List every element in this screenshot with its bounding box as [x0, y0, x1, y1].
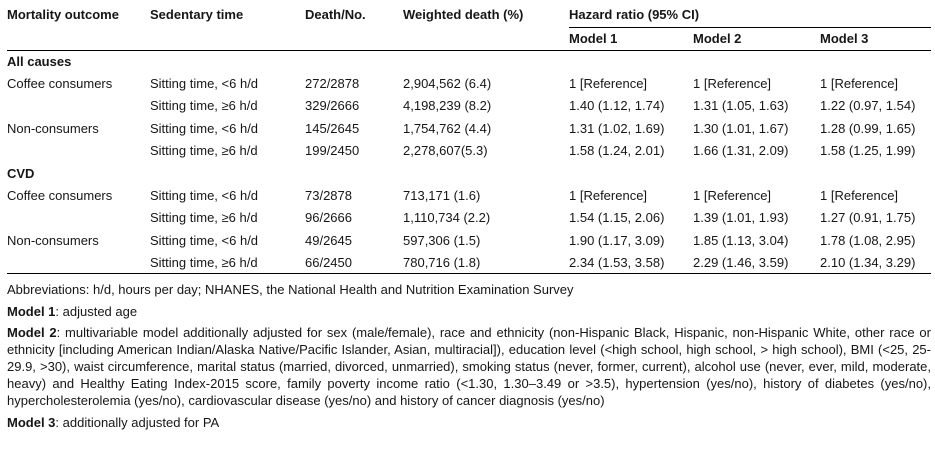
cell-model-1: 1 [Reference]	[569, 76, 648, 92]
cell-model-2: 1.66 (1.31, 2.09)	[693, 143, 789, 159]
cell-sedentary-time: Sitting time, ≥6 h/d	[150, 251, 305, 275]
cell-sedentary-time: Sitting time, <6 h/d	[150, 120, 259, 136]
cell-model-2: 1 [Reference]	[693, 188, 772, 204]
cell-model-3: 1.22 (0.97, 1.54)	[820, 98, 916, 114]
cell-model-3: 1 [Reference]	[820, 76, 899, 92]
table-body: All causes Coffee consumers Sitting time…	[7, 50, 932, 275]
cell-sedentary-time: Sitting time, ≥6 h/d	[150, 210, 258, 226]
cell-death-no: 145/2645	[305, 120, 360, 136]
footnote-label: Model 1	[7, 303, 56, 319]
cell-model-1: 1.58 (1.24, 2.01)	[569, 143, 665, 159]
table-row: Sitting time, ≥6 h/d 199/2450 2,278,607(…	[7, 140, 931, 162]
cell-model-1: 1.40 (1.12, 1.74)	[569, 98, 665, 114]
cell-model-2: 2.29 (1.46, 3.59)	[693, 251, 820, 275]
col-header-model-3: Model 3	[820, 27, 932, 51]
cell-model-1: 1.31 (1.02, 1.69)	[569, 120, 665, 136]
cell-group: Non-consumers	[7, 232, 99, 248]
col-header-model-1: Model 1	[569, 27, 693, 51]
cell-model-2: 1.85 (1.13, 3.04)	[693, 232, 789, 248]
cell-model-3: 1.78 (1.08, 2.95)	[820, 232, 916, 248]
footnote-label: Model 2	[7, 325, 57, 341]
cell-death-no: 66/2450	[305, 251, 403, 275]
cell-group	[7, 140, 150, 162]
table-row: Sitting time, ≥6 h/d 96/2666 1,110,734 (…	[7, 207, 931, 229]
cell-group	[7, 95, 150, 117]
cell-weighted-death: 780,716 (1.8)	[403, 251, 569, 275]
cell-model-2: 1.39 (1.01, 1.93)	[693, 210, 789, 226]
cell-weighted-death: 1,754,762 (4.4)	[403, 120, 492, 136]
cell-model-2: 1 [Reference]	[693, 76, 772, 92]
cell-model-3: 1 [Reference]	[820, 188, 899, 204]
table-row: Coffee consumers Sitting time, <6 h/d 73…	[7, 184, 931, 206]
hazard-ratio-table: Mortality outcome Sedentary time Death/N…	[7, 0, 932, 275]
cell-death-no: 49/2645	[305, 232, 352, 248]
cell-group	[7, 251, 150, 275]
header-row-1: Mortality outcome Sedentary time Death/N…	[7, 0, 932, 51]
table-row: Sitting time, ≥6 h/d 66/2450 780,716 (1.…	[7, 251, 932, 275]
table-row: Non-consumers Sitting time, <6 h/d 49/26…	[7, 229, 931, 251]
header-row-2: Model 1 Model 2 Model 3	[7, 27, 932, 51]
cell-weighted-death: 2,278,607(5.3)	[403, 143, 488, 159]
cell-group: Coffee consumers	[7, 76, 113, 92]
cell-death-no: 329/2666	[305, 98, 360, 114]
footnote-model-1: Model 1: adjusted age	[7, 303, 931, 320]
cell-model-3: 1.58 (1.25, 1.99)	[820, 143, 916, 159]
cell-weighted-death: 597,306 (1.5)	[403, 232, 481, 248]
cell-model-2: 1.31 (1.05, 1.63)	[693, 98, 789, 114]
cell-weighted-death: 4,198,239 (8.2)	[403, 98, 492, 114]
cell-death-no: 199/2450	[305, 143, 360, 159]
cell-model-1: 2.34 (1.53, 3.58)	[569, 251, 693, 275]
table-row: Sitting time, ≥6 h/d 329/2666 4,198,239 …	[7, 95, 931, 117]
col-header-sedentary-time: Sedentary time	[150, 0, 305, 51]
cell-death-no: 96/2666	[305, 210, 352, 226]
col-header-weighted-death: Weighted death (%)	[403, 0, 569, 51]
col-header-death-no: Death/No.	[305, 0, 403, 51]
cell-model-3: 1.28 (0.99, 1.65)	[820, 120, 916, 136]
col-header-mortality-outcome: Mortality outcome	[7, 0, 150, 51]
cell-sedentary-time: Sitting time, ≥6 h/d	[150, 98, 258, 114]
footnote-text: : additionally adjusted for PA	[55, 414, 220, 430]
table-row: Non-consumers Sitting time, <6 h/d 145/2…	[7, 117, 931, 139]
cell-model-3: 2.10 (1.34, 3.29)	[820, 251, 932, 275]
footnotes-section: Abbreviations: h/d, hours per day; NHANE…	[7, 281, 931, 431]
footnote-text: : multivariable model additionally adjus…	[7, 325, 931, 409]
footnote-text: Abbreviations: h/d, hours per day; NHANE…	[7, 282, 574, 298]
cell-group: Coffee consumers	[7, 188, 113, 204]
footnote-abbreviations: Abbreviations: h/d, hours per day; NHANE…	[7, 281, 931, 298]
cell-sedentary-time: Sitting time, <6 h/d	[150, 76, 259, 92]
cell-model-2: 1.30 (1.01, 1.67)	[693, 120, 789, 136]
col-header-model-2: Model 2	[693, 27, 820, 51]
cell-death-no: 272/2878	[305, 76, 360, 92]
cell-model-1: 1.90 (1.17, 3.09)	[569, 232, 665, 248]
cell-sedentary-time: Sitting time, ≥6 h/d	[150, 143, 258, 159]
cell-group: Non-consumers	[7, 120, 99, 136]
cell-model-1: 1.54 (1.15, 2.06)	[569, 210, 665, 226]
footnote-model-2: Model 2: multivariable model additionall…	[7, 324, 931, 409]
cell-model-3: 1.27 (0.91, 1.75)	[820, 210, 916, 226]
cell-group	[7, 207, 150, 229]
footnote-label: Model 3	[7, 414, 56, 430]
col-header-hazard-ratio-group: Hazard ratio (95% CI)	[569, 0, 932, 28]
cell-weighted-death: 713,171 (1.6)	[403, 188, 481, 204]
cell-weighted-death: 1,110,734 (2.2)	[403, 210, 491, 226]
table-header: Mortality outcome Sedentary time Death/N…	[7, 0, 932, 51]
cell-weighted-death: 2,904,562 (6.4)	[403, 76, 492, 92]
footnote-text: : adjusted age	[55, 303, 138, 319]
paper-table-page: Mortality outcome Sedentary time Death/N…	[7, 0, 932, 431]
section-row-all-causes: All causes	[7, 50, 931, 72]
footnote-model-3: Model 3: additionally adjusted for PA	[7, 414, 931, 431]
cell-sedentary-time: Sitting time, <6 h/d	[150, 232, 259, 248]
section-row-cvd: CVD	[7, 162, 931, 184]
cell-sedentary-time: Sitting time, <6 h/d	[150, 188, 259, 204]
cell-death-no: 73/2878	[305, 188, 352, 204]
cell-model-1: 1 [Reference]	[569, 188, 648, 204]
section-label: All causes	[7, 53, 72, 69]
section-label: CVD	[7, 165, 35, 181]
table-row: Coffee consumers Sitting time, <6 h/d 27…	[7, 72, 931, 94]
